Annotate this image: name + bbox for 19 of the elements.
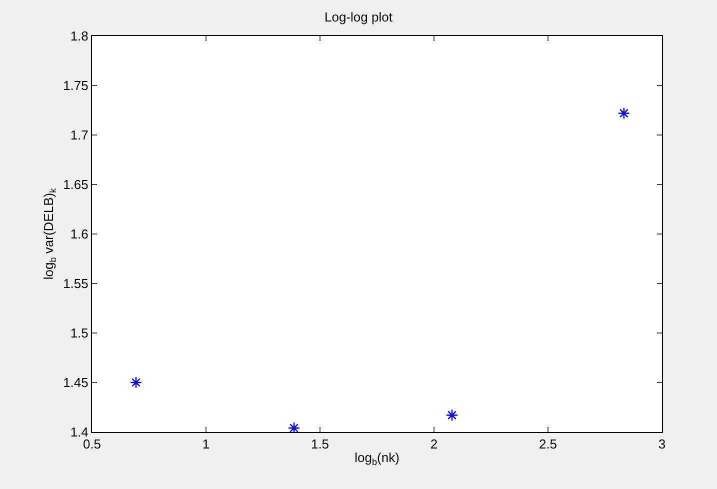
y-tick-label: 1.7 bbox=[70, 128, 88, 143]
x-tick-label: 2 bbox=[430, 436, 438, 452]
y-tick-label: 1.45 bbox=[63, 375, 88, 390]
y-tick-label: 1.8 bbox=[70, 28, 88, 44]
y-tick-label: 1.55 bbox=[63, 276, 88, 292]
point bbox=[618, 107, 630, 120]
y-tick-label: 1.65 bbox=[63, 177, 88, 192]
y-tick-label: 1.5 bbox=[70, 326, 88, 341]
point bbox=[288, 422, 300, 432]
chart-title: Log-log plot bbox=[324, 9, 393, 24]
x-tick-label: 3 bbox=[658, 436, 666, 452]
point bbox=[446, 409, 458, 422]
x-axis-title: log$_{b}$(nk) bbox=[354, 450, 400, 467]
x-tick-label: 1 bbox=[202, 436, 210, 452]
y-tick-label: 1.6 bbox=[70, 226, 88, 242]
x-tick-label: 1.5 bbox=[310, 436, 330, 452]
point bbox=[130, 376, 142, 389]
y-tick-label: 1.75 bbox=[63, 78, 88, 94]
x-tick-label: 2.5 bbox=[538, 436, 558, 452]
